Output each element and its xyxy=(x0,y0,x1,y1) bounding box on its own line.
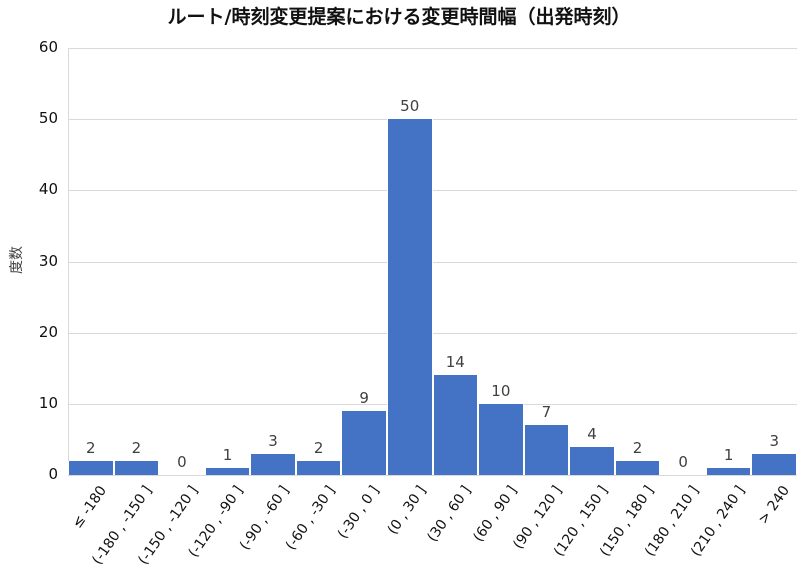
x-tick-label: (60 , 90 ] xyxy=(470,483,521,545)
chart-title: ルート/時刻変更提案における変更時間幅（出発時刻） xyxy=(167,6,631,28)
histogram-bar xyxy=(751,453,797,475)
histogram-bar xyxy=(295,460,342,475)
data-label: 1 xyxy=(723,445,734,464)
data-label: 4 xyxy=(587,424,597,443)
gridline xyxy=(68,48,797,49)
data-label: 3 xyxy=(268,431,278,450)
data-label: 0 xyxy=(177,453,187,471)
plot-area: 2 2 0 1 3 2 9 50 14 10 7 4 2 0 1 3 xyxy=(68,48,797,475)
y-tick-label: 30 xyxy=(38,251,58,270)
data-label: 50 xyxy=(400,97,420,116)
histogram-bar xyxy=(432,375,479,475)
histogram-bar xyxy=(478,403,524,475)
data-label: 14 xyxy=(445,353,465,372)
histogram-bar xyxy=(250,453,296,475)
x-tick-label: (30 , 60 ] xyxy=(424,483,475,545)
y-tick-label: 60 xyxy=(38,38,58,56)
histogram-bar xyxy=(705,467,752,475)
y-tick-label: 50 xyxy=(38,109,58,128)
data-label: 9 xyxy=(359,388,369,407)
histogram-bar xyxy=(204,467,251,475)
data-label: 2 xyxy=(86,438,96,457)
histogram-bar xyxy=(68,460,114,475)
histogram-bar xyxy=(569,446,615,475)
histogram-bar xyxy=(341,410,387,475)
data-label: 10 xyxy=(491,381,511,400)
y-tick-label: 40 xyxy=(38,180,58,199)
data-label: 3 xyxy=(769,431,779,450)
data-label: 2 xyxy=(313,438,324,457)
gridline xyxy=(68,332,797,334)
gridline xyxy=(68,119,797,121)
x-tick-label: (-30 , 0 ] xyxy=(334,483,383,542)
histogram-bar xyxy=(614,460,661,475)
histogram-bar xyxy=(523,425,570,475)
histogram-bar xyxy=(113,460,160,475)
x-tick-label: ≤ -180 xyxy=(69,483,110,532)
data-label: 2 xyxy=(131,438,142,457)
histogram-bar xyxy=(386,119,433,475)
x-axis-line xyxy=(68,475,797,476)
data-label: 0 xyxy=(678,453,688,471)
y-tick-label: 20 xyxy=(38,322,58,341)
data-label: 1 xyxy=(222,445,233,464)
x-tick-label: > 240 xyxy=(755,483,794,528)
data-label: 7 xyxy=(541,403,552,422)
gridline xyxy=(68,190,797,192)
gridline xyxy=(68,261,797,263)
y-tick-label: 10 xyxy=(38,393,58,412)
x-tick-label: (0 , 30 ] xyxy=(384,483,430,538)
y-tick-label: 0 xyxy=(48,465,58,483)
data-label: 2 xyxy=(632,438,643,457)
